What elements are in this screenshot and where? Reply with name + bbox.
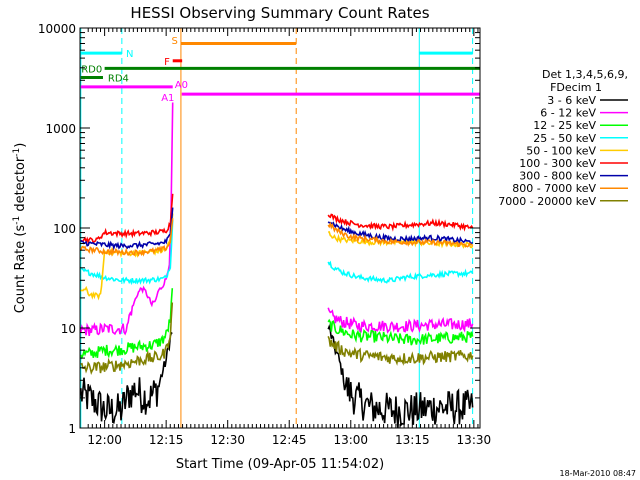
chart-title: HESSI Observing Summary Count Rates [130,4,429,22]
series-line [80,331,173,424]
legend-label: 12 - 25 keV [533,119,596,132]
y-tick-label: 1000 [45,122,76,136]
y-tick-label: 10 [61,322,76,336]
y-tick-label: 1 [68,422,76,436]
y-axis-label-part: ) [13,143,28,148]
legend-label: 7000 - 20000 keV [498,195,596,208]
y-tick-label: 10000 [38,22,76,36]
x-tick-label: 13:15 [395,433,430,447]
series-line [80,302,174,376]
series-line [327,324,474,428]
series-line [80,288,174,360]
state-bar-label: RD0 [81,64,102,75]
y-axis-label: Count Rate (s-1 detector-1) [12,143,28,314]
series-line [327,221,474,246]
legend-label: 800 - 7000 keV [512,182,596,195]
y-axis-label-part: Count Rate (s [13,225,28,314]
legend-label: 300 - 800 keV [519,170,596,183]
state-bar-label: S [171,36,177,47]
footer-timestamp: 18-Mar-2010 08:47 [560,469,637,478]
state-bar-label: F [164,57,170,68]
x-axis-label: Start Time (09-Apr-05 11:54:02) [176,457,384,472]
state-bar-label: N [126,49,133,60]
legend-header-line: FDecim 1 [550,81,602,94]
series-line [80,220,174,286]
y-tick-label: 100 [53,222,76,236]
y-axis-label-sup: -1 [12,148,22,157]
series-line [80,102,174,337]
x-tick-label: 12:30 [210,433,245,447]
legend-label: 50 - 100 keV [526,144,596,157]
x-tick-label: 12:00 [87,433,122,447]
x-tick-label: 12:15 [149,433,184,447]
state-bar-label: RD4 [108,73,129,84]
legend-label: 6 - 12 keV [540,107,596,120]
y-axis-label-sup: -1 [12,216,22,225]
series-line [327,221,474,248]
series-line [80,207,174,251]
series-line [80,218,174,257]
state-bar-label: A1 [161,93,174,104]
legend-label: 100 - 300 keV [519,157,596,170]
series-line [80,193,174,245]
x-tick-label: 13:30 [457,433,492,447]
series-line [327,318,474,346]
state-bar-label: A0 [175,80,188,91]
y-axis-label-part: detector [13,156,28,216]
series-line [327,307,474,334]
legend-label: 25 - 50 keV [533,132,596,145]
x-tick-label: 12:45 [272,433,307,447]
x-tick-label: 13:00 [333,433,368,447]
series-line [327,336,474,366]
series-line [327,260,474,284]
plot-frame [79,27,481,429]
series-line [327,213,474,232]
legend-header-line: Det 1,3,4,5,6,9, [542,68,628,81]
legend-label: 3 - 6 keV [547,94,596,107]
